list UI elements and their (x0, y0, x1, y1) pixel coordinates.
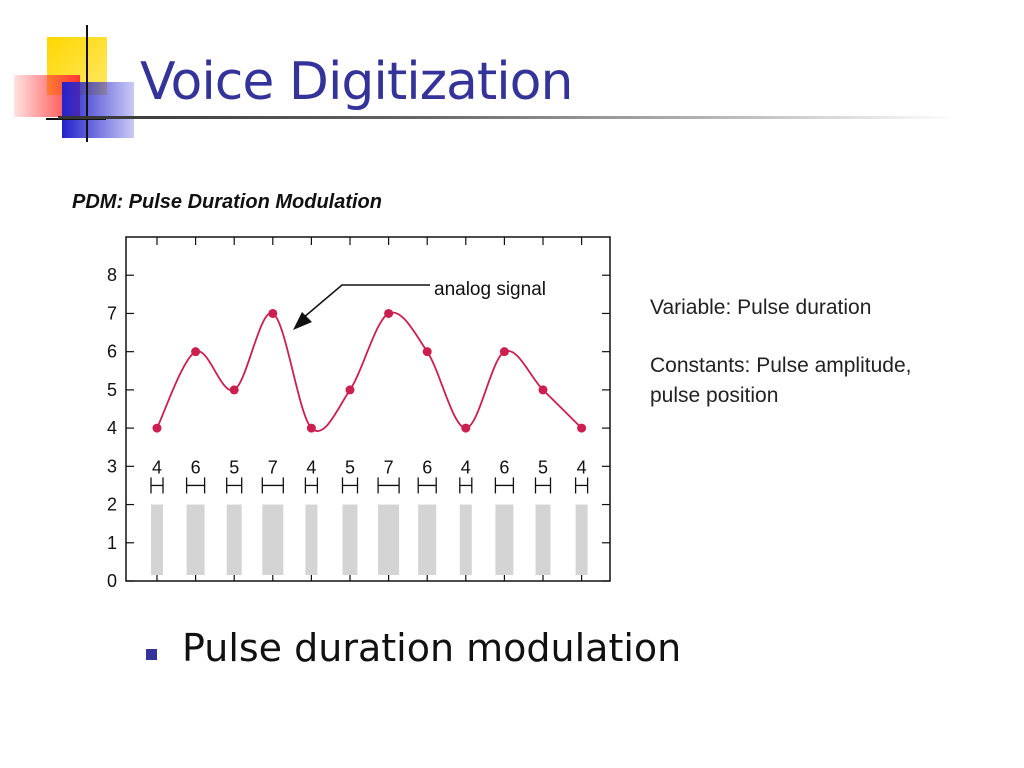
bullet-marker (146, 649, 157, 660)
y-tick-label: 7 (107, 303, 117, 323)
y-tick-label: 4 (107, 418, 117, 438)
pulse-bar (226, 504, 242, 575)
pulse-bar (378, 504, 400, 575)
pulse-bar (418, 504, 437, 575)
sample-point (152, 423, 162, 433)
sample-point (422, 347, 432, 357)
sample-value-label: 4 (461, 457, 471, 477)
slide-title: Voice Digitization (140, 52, 573, 112)
pulse-bar (459, 504, 472, 575)
sample-point (577, 423, 587, 433)
sample-point (461, 423, 471, 433)
plot-frame (125, 236, 611, 582)
y-tick-label: 8 (107, 265, 117, 285)
sample-value-label: 5 (538, 457, 548, 477)
sample-value-label: 6 (499, 457, 509, 477)
analog-signal-annotation: analog signal (434, 279, 546, 300)
sample-point (229, 385, 239, 395)
constants-note-line1: Constants: Pulse amplitude, (650, 354, 912, 377)
sample-point (345, 385, 355, 395)
pulse-bar (262, 504, 284, 575)
sample-point (538, 385, 548, 395)
bullet-text: Pulse duration modulation (182, 626, 682, 670)
sample-value-label: 7 (384, 457, 394, 477)
y-tick-label: 3 (107, 456, 117, 476)
pulse-bar (151, 504, 163, 575)
deco-vertical-line (86, 25, 88, 142)
annotation-arrowhead (293, 312, 312, 330)
sample-point (384, 308, 394, 318)
chart-title: PDM: Pulse Duration Modulation (72, 191, 382, 213)
sample-value-label: 5 (345, 457, 355, 477)
pulse-bar (575, 504, 588, 575)
deco-blue-square (62, 82, 134, 138)
y-tick-label: 2 (107, 495, 117, 515)
deco-horizontal-line (46, 118, 106, 120)
sample-value-label: 6 (422, 457, 432, 477)
constants-note-line2: pulse position (650, 384, 779, 407)
y-tick-label: 6 (107, 342, 117, 362)
pulse-bar (495, 504, 514, 575)
sample-point (268, 308, 278, 318)
y-tick-label: 5 (107, 380, 117, 400)
sample-point (499, 347, 509, 357)
sample-point (306, 423, 316, 433)
pulse-bar (535, 504, 551, 575)
y-tick-label: 1 (107, 533, 117, 553)
analog-signal-curve (156, 311, 583, 432)
sample-value-label: 4 (306, 457, 316, 477)
sample-value-label: 5 (229, 457, 239, 477)
sample-value-label: 6 (191, 457, 201, 477)
variable-note: Variable: Pulse duration (650, 296, 872, 319)
title-underline (58, 116, 958, 119)
y-tick-label: 0 (107, 571, 117, 591)
pulse-bar (186, 504, 205, 575)
sample-value-label: 4 (577, 457, 587, 477)
sample-value-label: 7 (268, 457, 278, 477)
sample-value-label: 4 (152, 457, 162, 477)
annotation-leader (302, 284, 430, 319)
pulse-bar (305, 504, 318, 575)
pulse-bar (342, 504, 358, 575)
sample-point (191, 347, 201, 357)
